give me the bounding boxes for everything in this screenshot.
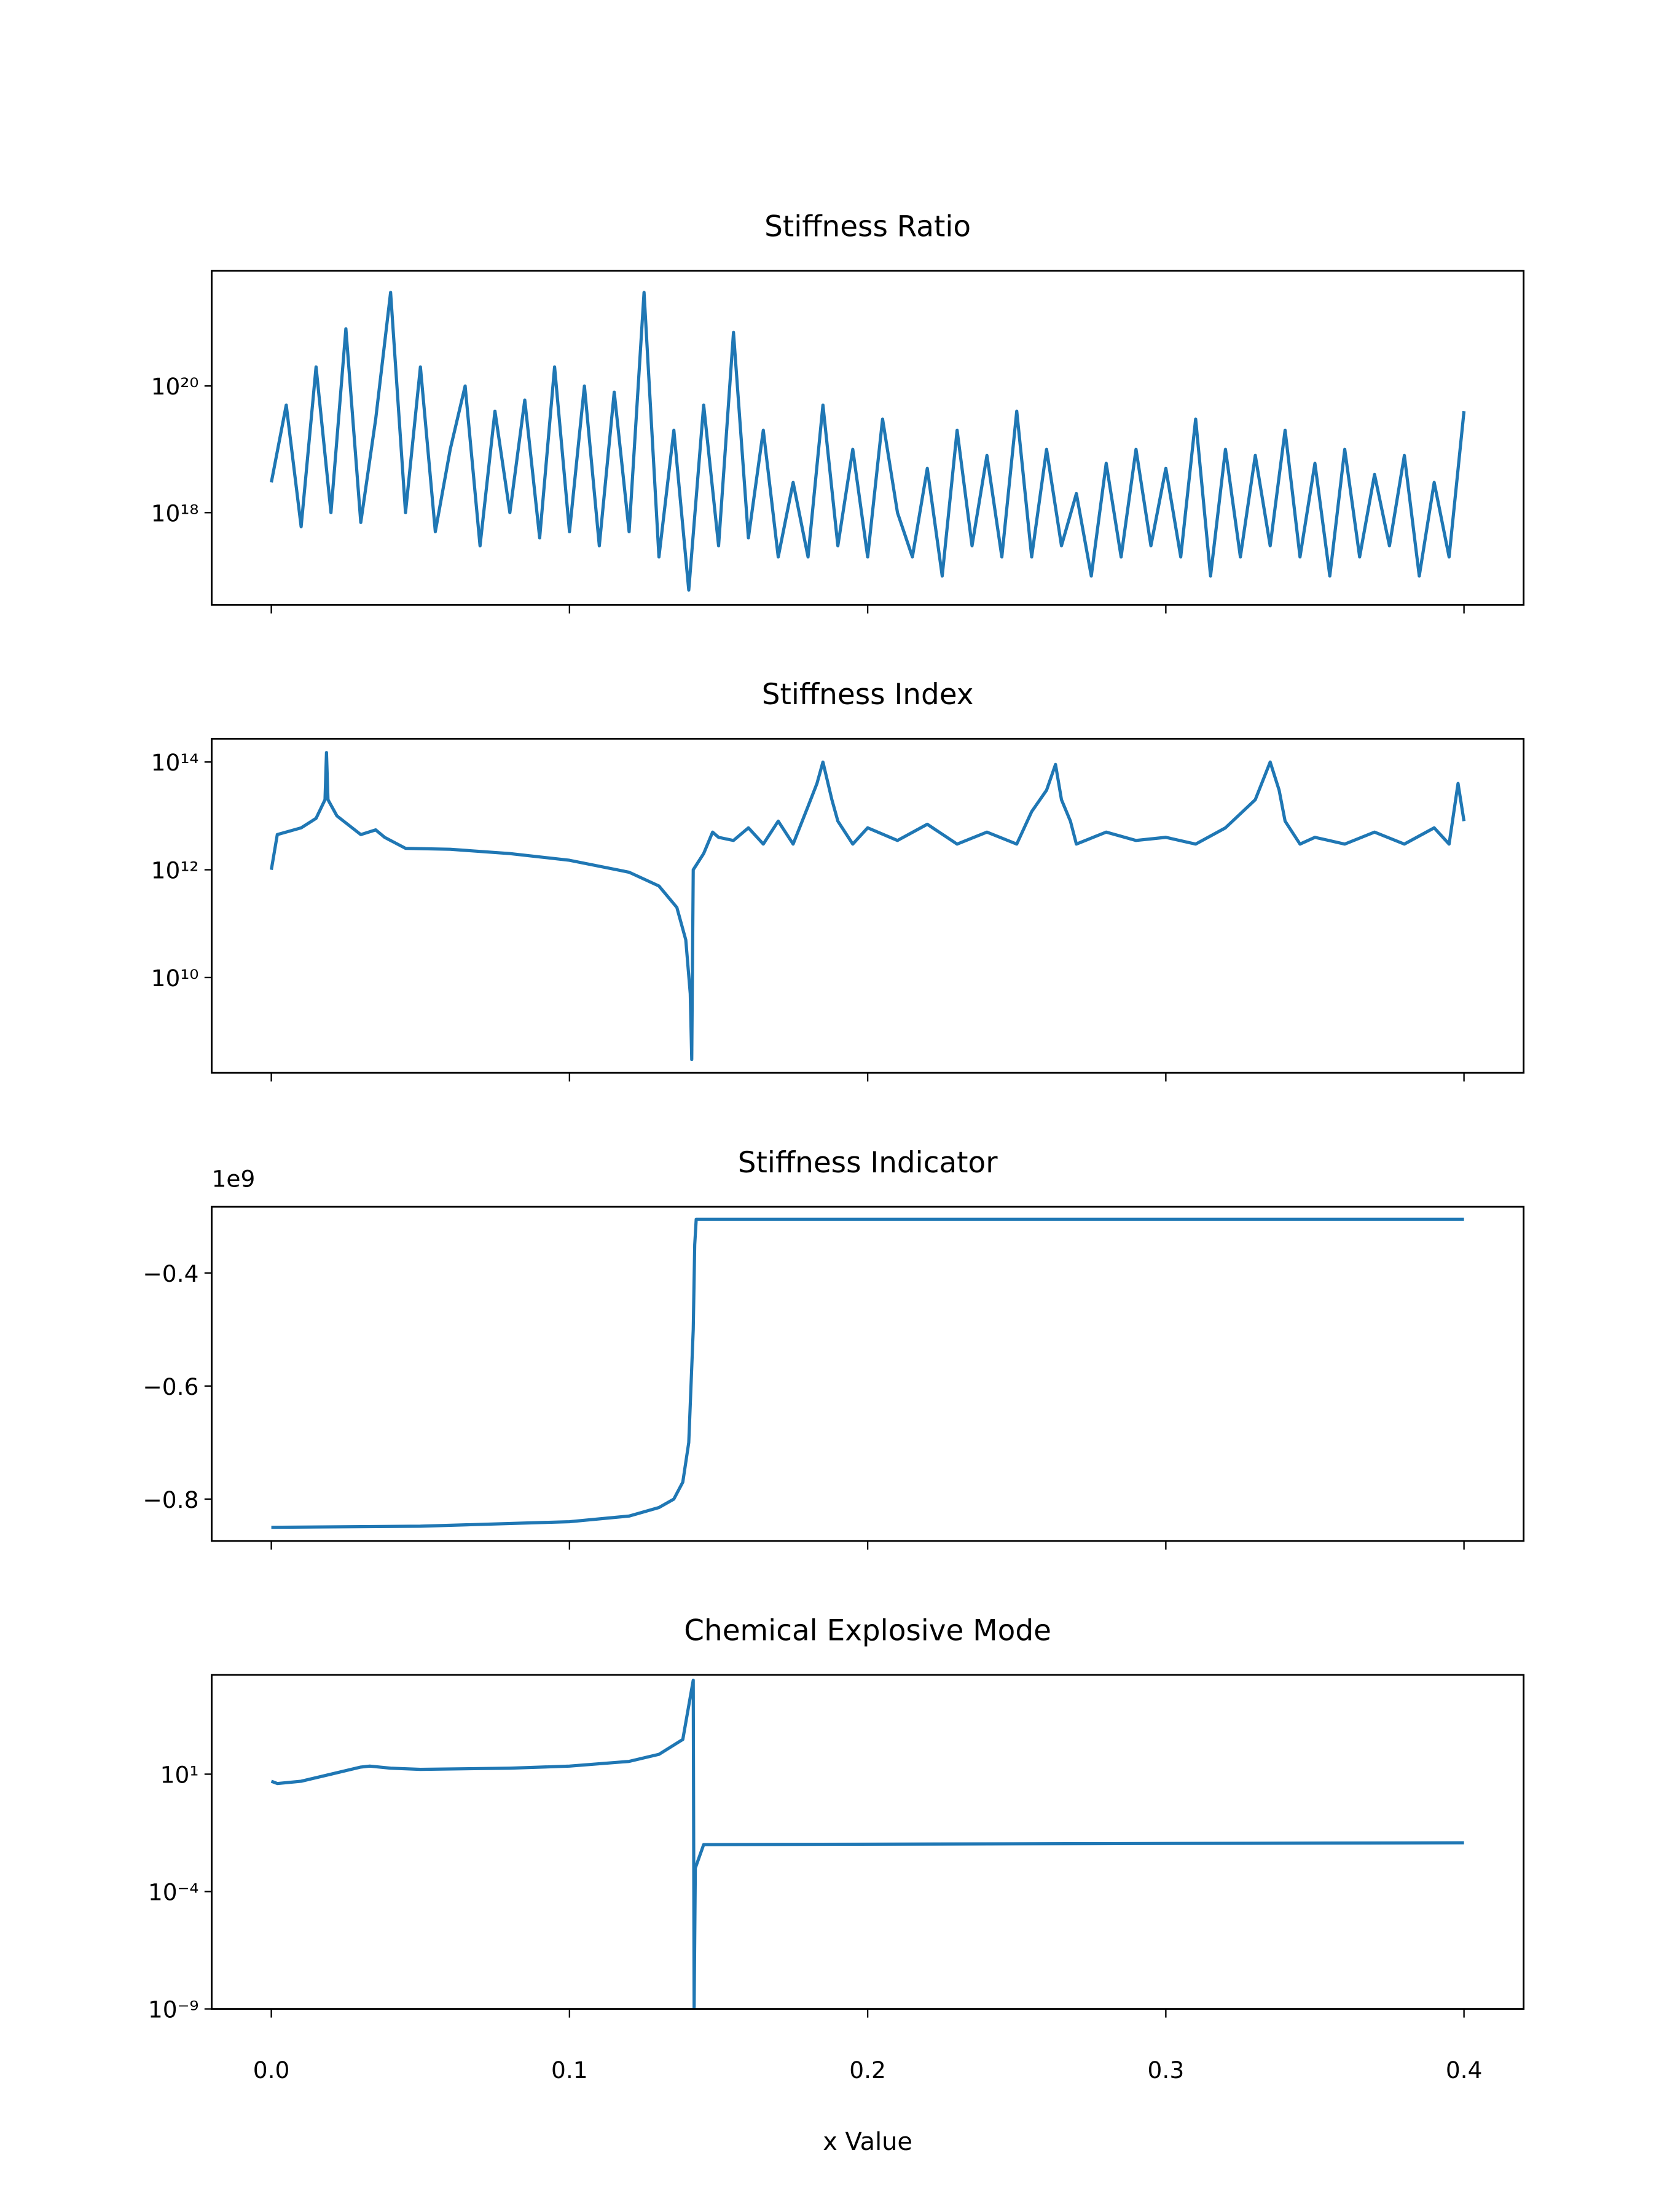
subplot-title: Stiffness Ratio: [764, 210, 971, 243]
y-tick-label: 10⁻⁹: [148, 1996, 199, 2023]
subplot-title: Stiffness Index: [762, 678, 974, 712]
axes-frame: [211, 270, 1525, 606]
y-tick-label: 10¹²: [151, 857, 199, 884]
x-tick-label: 0.4: [1446, 2057, 1483, 2084]
x-tick-label: 0.0: [253, 2057, 290, 2084]
data-line: [270, 751, 1466, 1062]
axes-frame: [211, 1674, 1525, 2010]
y-tick-label: 10¹⁰: [151, 965, 199, 992]
y-tick-label: 10¹: [160, 1761, 199, 1788]
axes-frame: [211, 1206, 1525, 1542]
data-line: [271, 1217, 1464, 1529]
offset-text: 1e9: [212, 1165, 256, 1192]
subplot-title: Chemical Explosive Mode: [684, 1614, 1051, 1648]
x-axis-label: x Value: [823, 2128, 912, 2156]
y-tick-label: 10⁻⁴: [148, 1879, 199, 1906]
y-tick-label: −0.4: [143, 1260, 198, 1287]
x-tick-label: 0.3: [1148, 2057, 1185, 2084]
y-tick-label: 10¹⁸: [151, 500, 199, 527]
y-tick-label: −0.6: [143, 1373, 198, 1400]
y-tick-label: −0.8: [143, 1486, 198, 1513]
y-tick-label: 10²⁰: [151, 373, 199, 400]
data-line: [270, 291, 1466, 592]
x-tick-label: 0.1: [551, 2057, 588, 2084]
axes-frame: [211, 737, 1525, 1074]
y-tick-label: 10¹⁴: [151, 749, 199, 776]
subplot-title: Stiffness Indicator: [738, 1146, 998, 1180]
data-line: [270, 1679, 1464, 2009]
x-tick-label: 0.2: [849, 2057, 886, 2084]
